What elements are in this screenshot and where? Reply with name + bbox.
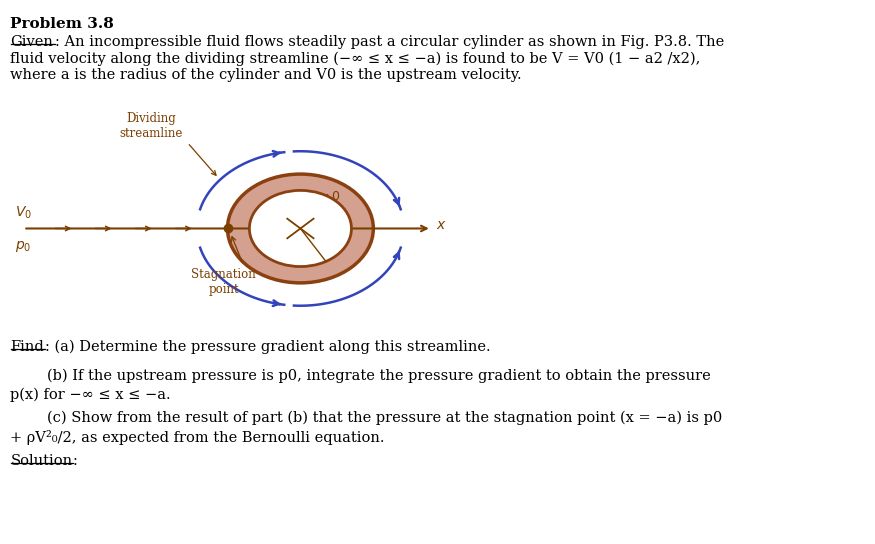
Text: :: : (73, 454, 78, 468)
Text: $V_0$: $V_0$ (15, 205, 32, 221)
Text: Dividing
streamline: Dividing streamline (119, 113, 183, 140)
Circle shape (249, 190, 352, 267)
Text: Stagnation
point: Stagnation point (192, 268, 256, 295)
Text: fluid velocity along the dividing streamline (−∞ ≤ x ≤ −a) is found to be V = V0: fluid velocity along the dividing stream… (10, 52, 701, 66)
Text: (b) If the upstream pressure is p0, integrate the pressure gradient to obtain th: (b) If the upstream pressure is p0, inte… (10, 368, 711, 382)
Text: Given: Given (10, 35, 53, 50)
Text: Solution: Solution (10, 454, 73, 468)
Text: (c) Show from the result of part (b) that the pressure at the stagnation point (: (c) Show from the result of part (b) tha… (10, 411, 723, 425)
Text: Find: Find (10, 340, 45, 354)
Text: Problem 3.8: Problem 3.8 (10, 17, 115, 32)
Text: where a is the radius of the cylinder and V0 is the upstream velocity.: where a is the radius of the cylinder an… (10, 68, 522, 82)
Text: + ρV²₀/2, as expected from the Bernoulli equation.: + ρV²₀/2, as expected from the Bernoulli… (10, 430, 385, 445)
Text: $p_0$: $p_0$ (15, 239, 31, 254)
Text: $x$: $x$ (436, 218, 447, 232)
Circle shape (228, 174, 374, 283)
Text: $x = 0$: $x = 0$ (308, 190, 340, 203)
Text: $a$: $a$ (318, 245, 327, 258)
Text: : An incompressible fluid flows steadily past a circular cylinder as shown in Fi: : An incompressible fluid flows steadily… (55, 35, 724, 50)
Text: p(x) for −∞ ≤ x ≤ −a.: p(x) for −∞ ≤ x ≤ −a. (10, 388, 172, 402)
Text: : (a) Determine the pressure gradient along this streamline.: : (a) Determine the pressure gradient al… (45, 340, 490, 354)
